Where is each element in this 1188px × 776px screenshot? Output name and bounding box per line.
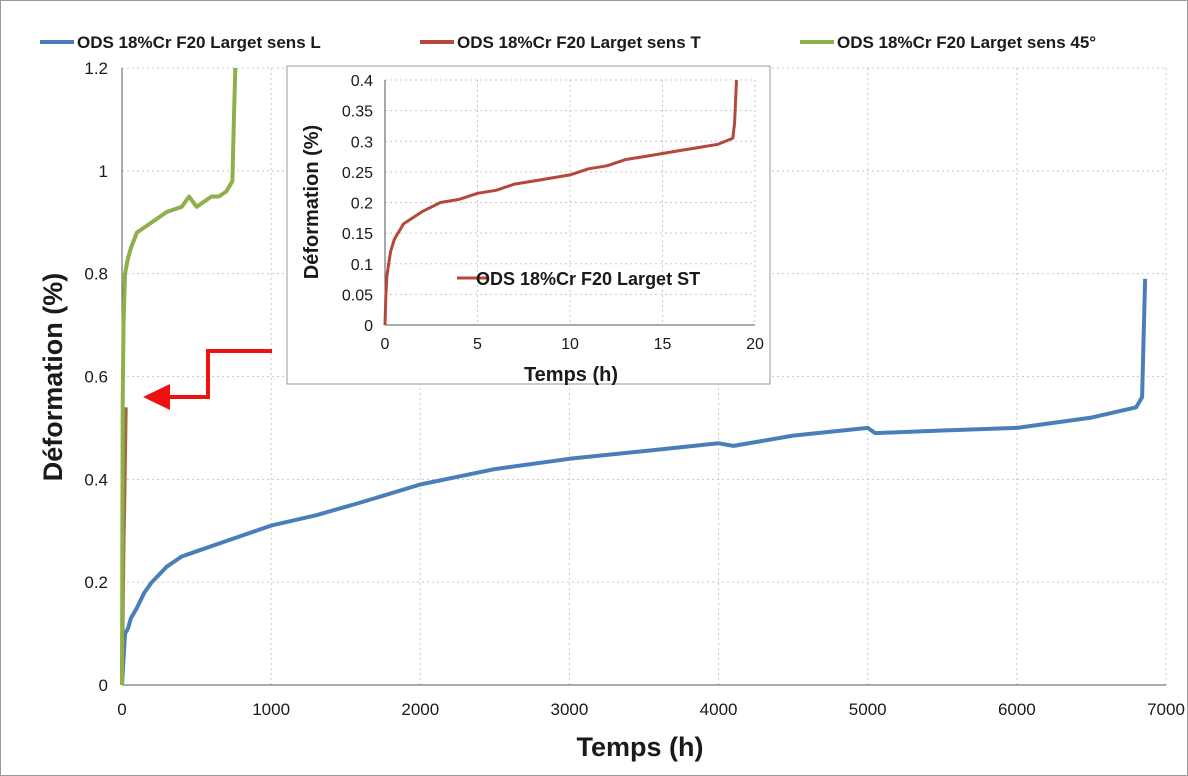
legend-item-sens-45: ODS 18%Cr F20 Larget sens 45° bbox=[800, 33, 1096, 52]
main-x-tick-label: 5000 bbox=[849, 700, 887, 719]
pointer-arrow-head bbox=[143, 384, 170, 410]
main-series-line-2 bbox=[120, 67, 238, 686]
legend-item-sens-l: ODS 18%Cr F20 Larget sens L bbox=[40, 33, 321, 52]
inset-y-tick-label: 0 bbox=[364, 318, 373, 335]
legend-item-sens-t: ODS 18%Cr F20 Larget sens T bbox=[420, 33, 701, 52]
inset-y-tick-label: 0.25 bbox=[342, 165, 373, 182]
inset-y-tick-label: 0.05 bbox=[342, 287, 373, 304]
main-y-tick-label: 0.8 bbox=[84, 265, 108, 284]
main-y-axis-title: Déformation (%) bbox=[38, 273, 68, 482]
inset-x-tick-label: 20 bbox=[746, 336, 764, 353]
main-y-tick-label: 0.6 bbox=[84, 368, 108, 387]
inset-x-axis-title: Temps (h) bbox=[524, 364, 618, 386]
inset-x-tick-label: 10 bbox=[561, 336, 579, 353]
main-x-tick-label: 7000 bbox=[1147, 700, 1185, 719]
inset-y-axis-title: Déformation (%) bbox=[301, 125, 323, 279]
main-x-tick-label: 2000 bbox=[401, 700, 439, 719]
inset-x-ticks: 0 5 10 15 20 bbox=[381, 336, 764, 353]
main-x-tick-label: 0 bbox=[117, 700, 126, 719]
inset-y-tick-label: 0.1 bbox=[351, 257, 373, 274]
main-y-tick-label: 0.4 bbox=[84, 470, 108, 489]
main-x-tick-label: 4000 bbox=[700, 700, 738, 719]
main-series bbox=[120, 67, 1148, 686]
inset-y-tick-label: 0.2 bbox=[351, 196, 373, 213]
main-y-tick-label: 0 bbox=[99, 676, 108, 695]
main-x-tick-label: 3000 bbox=[551, 700, 589, 719]
main-x-ticks: 0 1000 2000 3000 4000 5000 6000 7000 bbox=[117, 700, 1185, 719]
inset-y-ticks: 0 0.05 0.1 0.15 0.2 0.25 0.3 0.35 0.4 bbox=[342, 73, 373, 335]
main-x-tick-label: 6000 bbox=[998, 700, 1036, 719]
inset-legend-label: ODS 18%Cr F20 Larget ST bbox=[476, 269, 700, 289]
main-y-ticks: 0 0.2 0.4 0.6 0.8 1 1.2 bbox=[84, 59, 108, 695]
main-y-tick-label: 0.2 bbox=[84, 573, 108, 592]
main-y-tick-label: 1 bbox=[99, 162, 108, 181]
inset-y-tick-label: 0.15 bbox=[342, 226, 373, 243]
inset-x-tick-label: 0 bbox=[381, 336, 390, 353]
inset-y-tick-label: 0.4 bbox=[351, 73, 373, 90]
main-y-tick-label: 1.2 bbox=[84, 59, 108, 78]
pointer-arrow bbox=[143, 349, 272, 410]
legend-label-sens-45: ODS 18%Cr F20 Larget sens 45° bbox=[837, 33, 1096, 52]
main-legend: ODS 18%Cr F20 Larget sens L ODS 18%Cr F2… bbox=[40, 33, 1096, 52]
pointer-arrow-line bbox=[168, 349, 272, 399]
inset-y-tick-label: 0.3 bbox=[351, 134, 373, 151]
main-x-tick-label: 1000 bbox=[252, 700, 290, 719]
inset-x-tick-label: 5 bbox=[473, 336, 482, 353]
inset-chart: 0 0.05 0.1 0.15 0.2 0.25 0.3 0.35 0.4 0 5 10 15 20 T… bbox=[286, 65, 771, 386]
legend-label-sens-t: ODS 18%Cr F20 Larget sens T bbox=[457, 33, 701, 52]
main-series-line-0 bbox=[120, 278, 1148, 686]
inset-legend: ODS 18%Cr F20 Larget ST bbox=[457, 269, 700, 289]
inset-series-line-0 bbox=[383, 79, 738, 326]
main-x-axis-title: Temps (h) bbox=[577, 732, 704, 762]
inset-y-tick-label: 0.35 bbox=[342, 104, 373, 121]
inset-x-tick-label: 15 bbox=[654, 336, 672, 353]
main-chart: 00.20.40.60.811.2 0 1000 2000 3000 4000 5000 6… bbox=[38, 59, 1185, 762]
legend-label-sens-l: ODS 18%Cr F20 Larget sens L bbox=[77, 33, 321, 52]
inset-frame bbox=[286, 65, 771, 385]
inset-series bbox=[383, 79, 738, 326]
